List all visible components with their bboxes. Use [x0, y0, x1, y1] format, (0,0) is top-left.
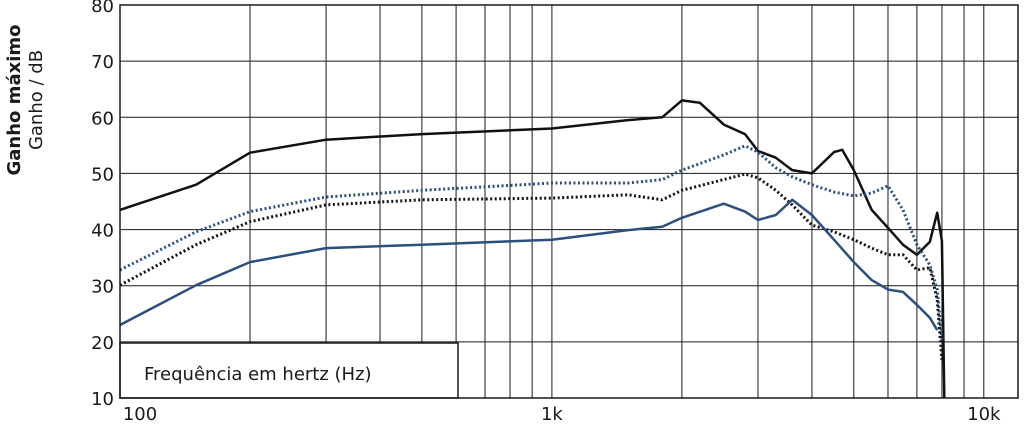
y-tick-label: 30: [91, 277, 114, 298]
y-tick-label: 70: [91, 52, 114, 73]
series-line: [119, 198, 939, 331]
series-line: [119, 144, 944, 341]
y-axis-label: Ganho / dB: [26, 50, 47, 150]
y-axis-title: Ganho máximo: [4, 25, 25, 176]
y-tick-label: 50: [91, 164, 114, 185]
y-tick-label: 20: [91, 333, 114, 354]
series-line: [119, 99, 946, 399]
x-tick-label: 10k: [967, 404, 1001, 425]
y-tick-label: 10: [91, 389, 114, 410]
series-line: [119, 172, 944, 360]
x-tick-label: 1k: [541, 404, 563, 425]
y-tick-label: 60: [91, 108, 114, 129]
plot-frame: [119, 4, 1019, 399]
y-tick-label: 40: [91, 221, 114, 242]
y-tick-label: 80: [91, 0, 114, 17]
x-axis-label: Frequência em hertz (Hz): [144, 364, 372, 385]
x-axis-label-box: [119, 342, 459, 399]
x-tick-label: 100: [123, 404, 157, 425]
